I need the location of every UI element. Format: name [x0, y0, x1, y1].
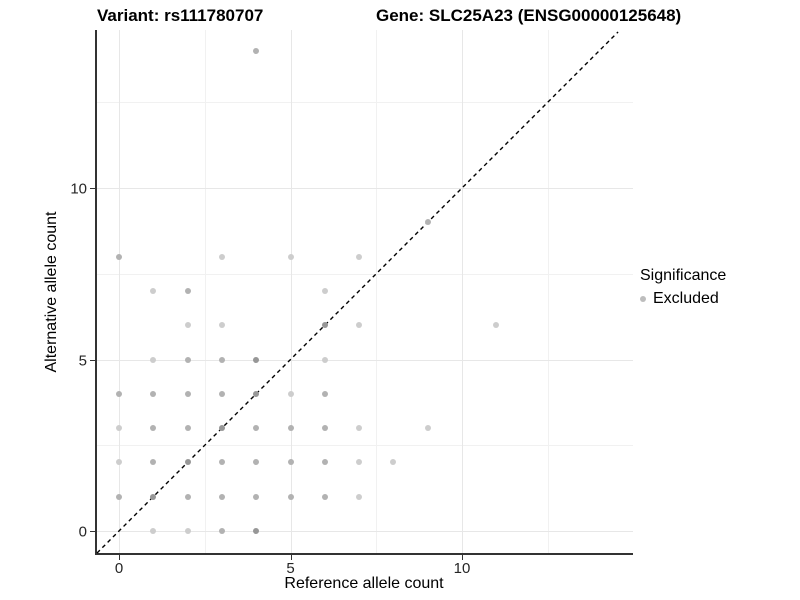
- data-point: [218, 425, 225, 432]
- x-minor-gridline: [204, 30, 206, 553]
- data-point: [253, 425, 260, 432]
- data-point: [218, 459, 225, 466]
- y-major-gridline: [95, 359, 633, 361]
- data-point: [321, 425, 328, 432]
- data-point: [253, 528, 260, 534]
- data-point: [356, 253, 363, 260]
- x-major-gridline: [119, 30, 120, 553]
- y-axis-line: [95, 30, 97, 555]
- x-axis-line: [95, 553, 633, 555]
- x-tick-label: 0: [114, 560, 124, 577]
- y-axis-label: Alternative allele count: [43, 211, 60, 373]
- y-tick-label: 0: [78, 523, 87, 541]
- data-point: [321, 322, 328, 329]
- data-point: [150, 493, 157, 500]
- data-point: [321, 459, 328, 466]
- data-point: [253, 390, 260, 397]
- data-point: [184, 322, 191, 329]
- data-point: [321, 287, 328, 294]
- data-point: [116, 493, 122, 500]
- data-point: [150, 390, 157, 397]
- data-point: [184, 287, 191, 294]
- data-point: [184, 459, 191, 466]
- data-point: [321, 493, 328, 500]
- data-point: [116, 390, 122, 397]
- x-major-gridline: [462, 30, 463, 553]
- y-minor-gridline: [95, 273, 633, 275]
- data-point: [390, 459, 397, 466]
- data-point: [218, 528, 225, 534]
- data-point: [321, 390, 328, 397]
- x-minor-gridline: [547, 30, 549, 553]
- data-point: [184, 356, 191, 363]
- legend-item-label: Excluded: [653, 290, 719, 307]
- data-point: [150, 287, 157, 294]
- data-point: [116, 253, 122, 260]
- data-point: [184, 390, 191, 397]
- variant-title: Variant: rs111780707: [97, 6, 264, 25]
- data-point: [116, 459, 122, 466]
- y-minor-gridline: [95, 445, 633, 447]
- legend-title: Significance: [640, 267, 727, 284]
- data-point: [424, 219, 431, 226]
- data-point: [356, 493, 363, 500]
- data-point: [218, 390, 225, 397]
- data-point: [218, 493, 225, 500]
- y-major-gridline: [95, 188, 633, 189]
- y-tick-label: 10: [70, 180, 87, 198]
- data-point: [424, 425, 431, 432]
- y-tick-mark: [90, 359, 95, 361]
- data-point: [287, 493, 294, 500]
- data-point: [218, 322, 225, 329]
- data-point: [184, 528, 191, 534]
- x-minor-gridline: [376, 30, 378, 553]
- gene-title: Gene: SLC25A23 (ENSG00000125648): [376, 6, 682, 25]
- legend-item-excluded: Excluded: [640, 290, 726, 308]
- x-axis-label: Reference allele count: [284, 575, 444, 592]
- x-tick-label: 10: [453, 560, 471, 577]
- data-point: [253, 356, 260, 363]
- data-point: [150, 459, 157, 466]
- data-point: [184, 493, 191, 500]
- data-point: [253, 459, 260, 466]
- data-point: [218, 253, 225, 260]
- x-major-gridline: [290, 30, 292, 553]
- legend-key-dot: [640, 296, 646, 302]
- x-tick-mark: [290, 555, 292, 560]
- data-point: [287, 390, 294, 397]
- data-point: [287, 425, 294, 432]
- y-minor-gridline: [95, 102, 633, 104]
- data-point: [184, 425, 191, 432]
- y-major-gridline: [95, 531, 633, 532]
- y-tick-label: 5: [78, 352, 87, 369]
- x-tick-label: 5: [286, 560, 295, 577]
- data-point: [150, 356, 157, 363]
- y-tick-mark: [90, 188, 95, 189]
- data-point: [356, 425, 363, 432]
- data-point: [150, 528, 157, 534]
- data-point: [150, 425, 157, 432]
- data-point: [287, 459, 294, 466]
- data-point: [116, 425, 122, 432]
- data-point: [356, 322, 363, 329]
- data-point: [321, 356, 328, 363]
- data-point: [253, 493, 260, 500]
- data-point: [218, 356, 225, 363]
- data-point: [287, 253, 294, 260]
- data-point: [356, 459, 363, 466]
- x-tick-mark: [119, 555, 120, 560]
- y-tick-mark: [90, 531, 95, 532]
- data-point: [253, 47, 260, 54]
- legend: Significance Excluded: [640, 267, 726, 308]
- plot-panel: [95, 30, 633, 553]
- x-tick-mark: [462, 555, 463, 560]
- data-point: [493, 322, 500, 329]
